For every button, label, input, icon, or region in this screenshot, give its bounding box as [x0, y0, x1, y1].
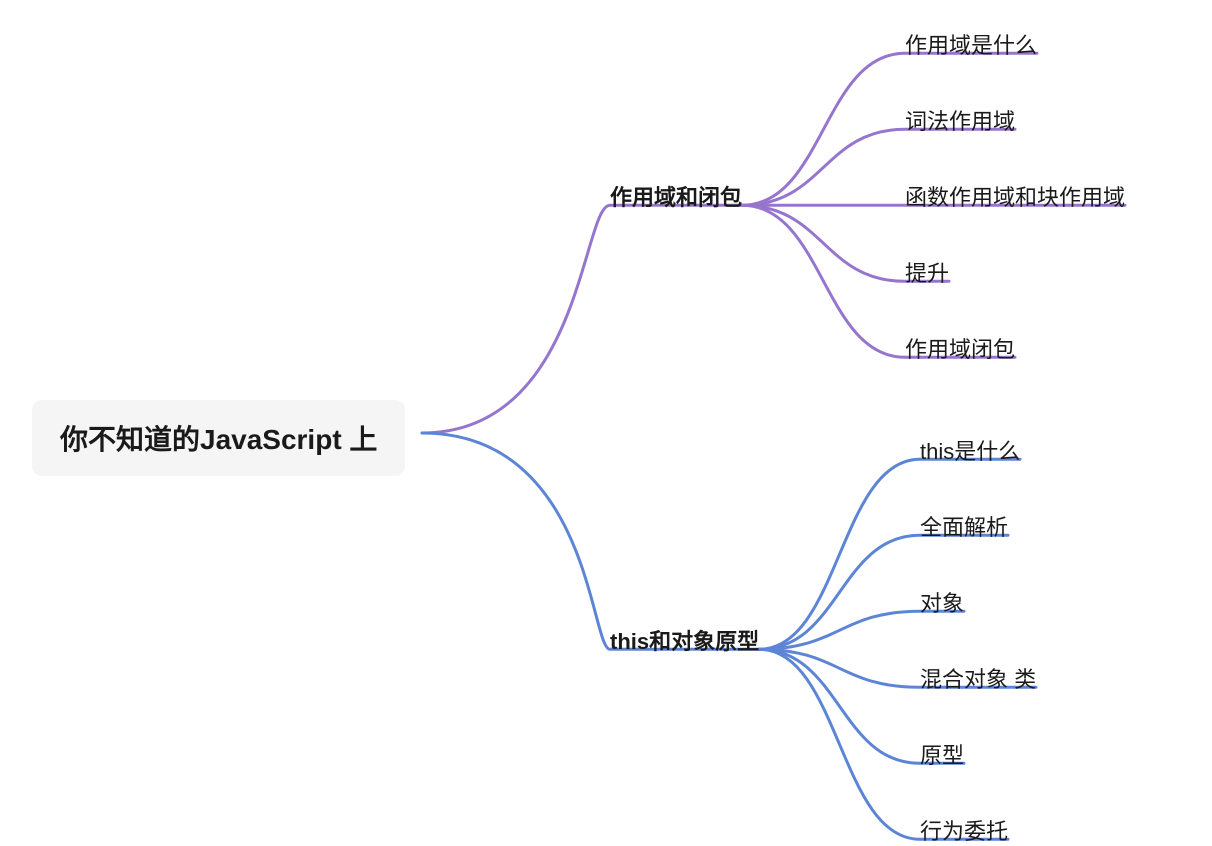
- leaf-node: 行为委托: [920, 814, 1008, 846]
- leaf-node: this是什么: [920, 434, 1020, 466]
- leaf-node: 词法作用域: [905, 104, 1015, 136]
- branch-node-this: this和对象原型: [610, 624, 759, 656]
- leaf-node: 作用域是什么: [905, 28, 1037, 60]
- leaf-node: 函数作用域和块作用域: [905, 180, 1125, 212]
- leaf-node: 对象: [920, 586, 964, 618]
- leaf-node: 原型: [920, 738, 964, 770]
- root-node: 你不知道的JavaScript 上: [32, 400, 405, 476]
- leaf-node: 提升: [905, 256, 949, 288]
- leaf-node: 全面解析: [920, 510, 1008, 542]
- branch-node-scope: 作用域和闭包: [610, 180, 742, 212]
- leaf-node: 混合对象 类: [920, 662, 1036, 694]
- leaf-node: 作用域闭包: [905, 332, 1015, 364]
